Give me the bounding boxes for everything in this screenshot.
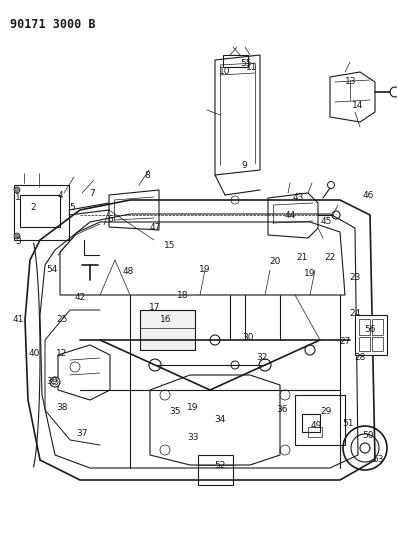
Bar	[359, 337, 370, 351]
Bar	[295, 395, 345, 445]
Text: 19: 19	[199, 265, 211, 274]
Text: 45: 45	[320, 217, 331, 227]
Text: 12: 12	[56, 349, 67, 358]
Text: 40: 40	[28, 350, 40, 359]
Text: 13: 13	[345, 77, 357, 85]
Text: 52: 52	[214, 462, 225, 471]
Text: 46: 46	[362, 191, 374, 200]
Bar	[372, 319, 383, 335]
Text: 55: 55	[240, 59, 252, 68]
Bar	[372, 337, 383, 351]
Text: 51: 51	[342, 419, 354, 429]
Text: 39: 39	[46, 377, 58, 386]
Text: 38: 38	[56, 403, 68, 413]
Text: 29: 29	[320, 407, 331, 416]
Text: 5: 5	[69, 204, 75, 213]
Text: 50: 50	[362, 431, 374, 440]
Text: 90171 3000 B: 90171 3000 B	[10, 18, 96, 31]
Text: 33: 33	[187, 432, 199, 441]
Text: 11: 11	[246, 63, 258, 72]
Text: 6: 6	[107, 214, 113, 223]
Text: 54: 54	[46, 265, 58, 274]
Bar	[359, 319, 370, 335]
Text: 9: 9	[241, 160, 247, 169]
Text: 34: 34	[214, 416, 225, 424]
Text: 19: 19	[304, 270, 316, 279]
Text: 4: 4	[57, 191, 63, 200]
Ellipse shape	[259, 359, 271, 371]
Text: 23: 23	[349, 273, 361, 282]
Text: 16: 16	[160, 314, 172, 324]
Ellipse shape	[305, 345, 315, 355]
Text: 43: 43	[292, 192, 304, 201]
Ellipse shape	[231, 361, 239, 369]
Bar	[223, 55, 248, 67]
Ellipse shape	[210, 335, 220, 345]
Bar	[140, 310, 195, 350]
Text: 15: 15	[164, 240, 176, 249]
Ellipse shape	[14, 187, 20, 193]
Text: 27: 27	[339, 336, 351, 345]
Text: 1: 1	[15, 193, 21, 203]
Text: 22: 22	[324, 254, 335, 262]
Text: 8: 8	[144, 171, 150, 180]
Text: 49: 49	[310, 422, 322, 431]
Text: 17: 17	[149, 303, 161, 312]
Bar	[308, 427, 322, 437]
Text: 19: 19	[187, 403, 199, 413]
Text: 36: 36	[276, 406, 288, 415]
Text: 41: 41	[12, 316, 24, 325]
Text: 37: 37	[76, 429, 88, 438]
Bar	[198, 455, 233, 485]
Text: 2: 2	[30, 203, 36, 212]
Bar	[302, 414, 320, 432]
Text: 30: 30	[242, 333, 254, 342]
Text: 20: 20	[269, 257, 281, 266]
Text: 10: 10	[219, 68, 231, 77]
Ellipse shape	[50, 377, 60, 387]
Ellipse shape	[14, 233, 20, 239]
Text: 32: 32	[256, 353, 268, 362]
Text: 25: 25	[56, 314, 67, 324]
Text: 48: 48	[122, 268, 134, 277]
Bar	[355, 315, 387, 355]
Text: 28: 28	[354, 353, 366, 362]
Text: 24: 24	[349, 309, 360, 318]
Text: 47: 47	[149, 222, 161, 231]
Ellipse shape	[149, 359, 161, 371]
Text: 56: 56	[364, 326, 376, 335]
Text: 14: 14	[352, 101, 364, 109]
Bar	[20, 195, 60, 227]
Text: 18: 18	[177, 292, 189, 301]
Text: 44: 44	[284, 212, 296, 221]
Text: 3: 3	[15, 237, 21, 246]
Text: 21: 21	[296, 254, 308, 262]
Text: 53: 53	[372, 456, 384, 464]
Text: 35: 35	[169, 408, 181, 416]
Text: 42: 42	[74, 294, 86, 303]
Text: 7: 7	[89, 190, 95, 198]
